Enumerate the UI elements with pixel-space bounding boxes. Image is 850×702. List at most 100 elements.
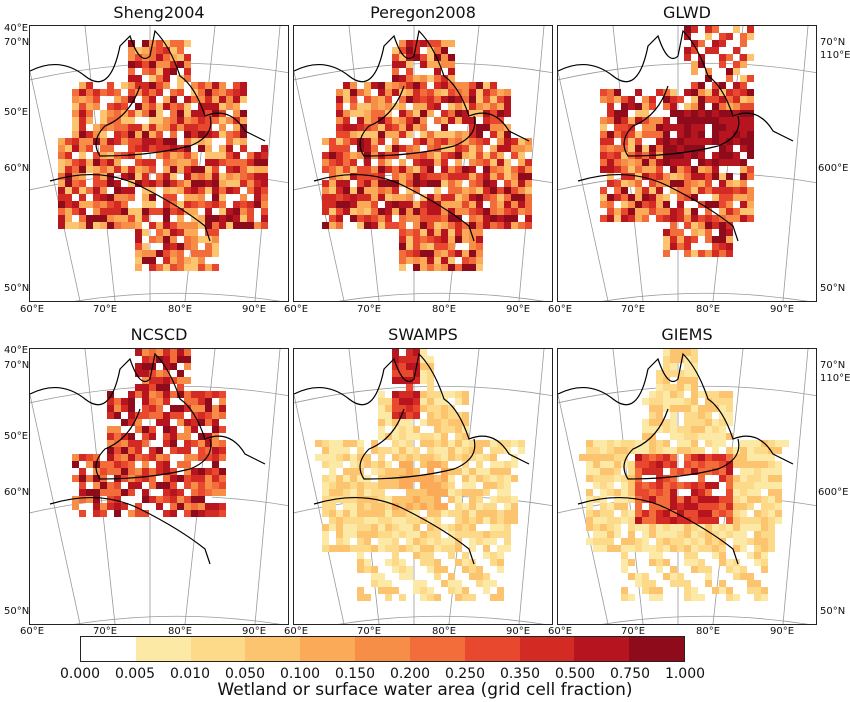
wetland-cell xyxy=(670,461,677,468)
wetland-cell xyxy=(219,124,226,131)
wetland-cell xyxy=(684,89,691,96)
wetland-cell xyxy=(462,96,469,103)
wetland-cell xyxy=(525,166,532,173)
wetland-cell xyxy=(58,194,65,201)
wetland-cell xyxy=(357,89,364,96)
wetland-cell xyxy=(392,54,399,61)
wetland-cell xyxy=(469,538,476,545)
wetland-cell xyxy=(656,531,663,538)
wetland-cell xyxy=(705,68,712,75)
wetland-cell xyxy=(205,215,212,222)
wetland-cell xyxy=(413,222,420,229)
wetland-cell xyxy=(170,96,177,103)
wetland-cell xyxy=(191,138,198,145)
wetland-cell xyxy=(413,82,420,89)
wetland-cell xyxy=(684,250,691,257)
wetland-cell xyxy=(600,159,607,166)
wetland-cell xyxy=(336,131,343,138)
wetland-cell xyxy=(177,503,184,510)
wetland-cell xyxy=(79,152,86,159)
wetland-cell xyxy=(684,580,691,587)
wetland-cell xyxy=(698,391,705,398)
wetland-cell xyxy=(336,461,343,468)
wetland-cell xyxy=(86,201,93,208)
wetland-cell xyxy=(656,552,663,559)
wetland-cell xyxy=(336,138,343,145)
wetland-cell xyxy=(490,159,497,166)
wetland-cell xyxy=(392,89,399,96)
wetland-cell xyxy=(663,384,670,391)
wetland-cell xyxy=(712,587,719,594)
wetland-cell xyxy=(58,173,65,180)
wetland-cell xyxy=(198,398,205,405)
wetland-cell xyxy=(420,117,427,124)
wetland-cell xyxy=(663,447,670,454)
wetland-cell xyxy=(149,482,156,489)
wetland-cell xyxy=(163,187,170,194)
wetland-cell xyxy=(385,496,392,503)
wetland-cell xyxy=(205,138,212,145)
wetland-cell xyxy=(170,257,177,264)
wetland-cell xyxy=(684,419,691,426)
wetland-cell xyxy=(177,82,184,89)
wetland-cell xyxy=(191,194,198,201)
wetland-cell xyxy=(441,152,448,159)
wetland-cell xyxy=(343,96,350,103)
wetland-cell xyxy=(198,215,205,222)
wetland-cell xyxy=(462,110,469,117)
colorbar-tick-label: 0.200 xyxy=(389,666,431,682)
wetland-cell xyxy=(712,517,719,524)
wetland-cell xyxy=(420,461,427,468)
wetland-cell xyxy=(58,187,65,194)
wetland-cell xyxy=(413,496,420,503)
wetland-cell xyxy=(212,96,219,103)
wetland-cell xyxy=(343,545,350,552)
wetland-cell xyxy=(205,236,212,243)
wetland-cell xyxy=(607,89,614,96)
wetland-cell xyxy=(378,117,385,124)
wetland-cell xyxy=(740,461,747,468)
wetland-cell xyxy=(254,180,261,187)
wetland-cell xyxy=(357,510,364,517)
wetland-cell xyxy=(247,173,254,180)
wetland-cell xyxy=(628,201,635,208)
wetland-cell xyxy=(497,110,504,117)
wetland-cell xyxy=(747,54,754,61)
wetland-cell xyxy=(198,124,205,131)
wetland-cell xyxy=(191,82,198,89)
wetland-cell xyxy=(107,461,114,468)
wetland-cell xyxy=(135,419,142,426)
wetland-cell xyxy=(107,391,114,398)
wetland-cell xyxy=(455,222,462,229)
wetland-cell xyxy=(100,194,107,201)
wetland-cell xyxy=(656,166,663,173)
wetland-cell xyxy=(163,40,170,47)
wetland-cell xyxy=(350,201,357,208)
wetland-cell xyxy=(712,503,719,510)
wetland-cell xyxy=(184,377,191,384)
wetland-cell xyxy=(441,96,448,103)
wetland-cell xyxy=(329,187,336,194)
wetland-cell xyxy=(184,110,191,117)
wetland-cell xyxy=(371,194,378,201)
wetland-cell xyxy=(698,215,705,222)
wetland-cell xyxy=(371,531,378,538)
wetland-cell xyxy=(65,201,72,208)
wetland-cell xyxy=(698,468,705,475)
wetland-cell xyxy=(469,173,476,180)
wetland-cell xyxy=(628,594,635,601)
wetland-cell xyxy=(142,419,149,426)
wetland-cell xyxy=(247,215,254,222)
wetland-cell xyxy=(156,468,163,475)
wetland-cell xyxy=(212,510,219,517)
wetland-cell xyxy=(156,426,163,433)
wetland-cell xyxy=(392,356,399,363)
wetland-cell xyxy=(607,110,614,117)
wetland-cell xyxy=(385,559,392,566)
wetland-cell xyxy=(434,75,441,82)
wetland-cell xyxy=(198,236,205,243)
wetland-cell xyxy=(350,152,357,159)
wetland-cell xyxy=(93,503,100,510)
wetland-cell xyxy=(343,194,350,201)
wetland-cell xyxy=(434,531,441,538)
